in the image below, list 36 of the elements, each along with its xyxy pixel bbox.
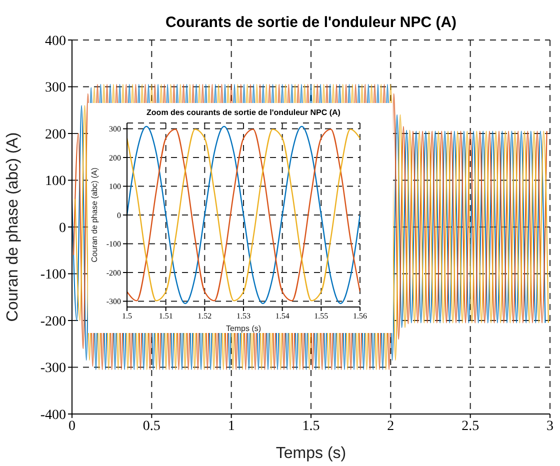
chart-title: Zoom des courants de sortie de l'onduleur NPC (A) xyxy=(146,108,342,117)
chart-title: Courants de sortie de l'onduleur NPC (A) xyxy=(164,14,458,31)
y-axis-title: Couran de phase (abc) (A) xyxy=(4,132,22,322)
y-tick-label: -100 xyxy=(40,268,66,283)
y-tick-label: 200 xyxy=(109,153,121,162)
x-tick-label: 1.51 xyxy=(158,312,173,321)
y-tick-label: 100 xyxy=(109,182,121,192)
x-tick-label: 2 xyxy=(387,418,394,434)
x-tick-label: 2.5 xyxy=(462,418,480,434)
y-tick-label: 400 xyxy=(45,34,66,49)
x-tick-label: 1.53 xyxy=(236,312,250,321)
y-tick-label: -200 xyxy=(106,268,121,278)
x-tick-label: 1 xyxy=(228,418,235,434)
x-tick-label: 0.5 xyxy=(142,418,160,434)
x-tick-label: 3 xyxy=(546,418,554,434)
x-tick-label: 1.5 xyxy=(302,418,320,434)
x-tick-label: 1.5 xyxy=(122,312,132,321)
y-tick-label: 300 xyxy=(45,80,66,96)
y-tick-label: 200 xyxy=(45,127,66,142)
y-tick-label: 0 xyxy=(117,210,121,220)
x-tick-label: 1.54 xyxy=(275,312,290,321)
x-tick-label: 0 xyxy=(68,418,76,434)
y-tick-label: -300 xyxy=(40,361,66,376)
y-tick-label: -200 xyxy=(40,314,66,330)
x-axis-title: Temps (s) xyxy=(226,324,262,333)
x-tick-label: 1.55 xyxy=(314,312,328,321)
y-axis-title: Couran de phase (abc) (A) xyxy=(90,167,99,262)
x-axis-title: Temps (s) xyxy=(276,445,346,462)
x-tick-label: 1.56 xyxy=(353,312,367,321)
y-tick-label: 300 xyxy=(109,124,121,134)
y-tick-label: 100 xyxy=(45,174,66,190)
x-tick-label: 1.52 xyxy=(198,312,212,321)
y-tick-label: -300 xyxy=(106,297,121,306)
y-tick-label: -100 xyxy=(106,240,121,249)
y-tick-label: -400 xyxy=(40,408,66,423)
y-tick-label: 0 xyxy=(59,220,66,236)
